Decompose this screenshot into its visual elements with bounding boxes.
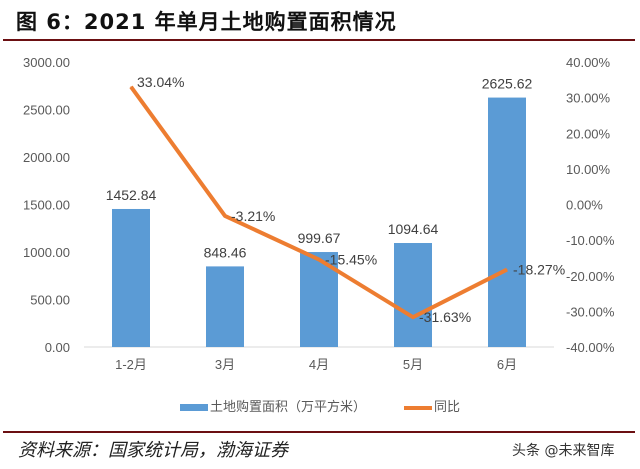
watermark: 头条 @未来智库 bbox=[512, 443, 615, 459]
line-data-label: -3.21% bbox=[231, 208, 275, 224]
line-data-label: -31.63% bbox=[419, 309, 471, 325]
source-divider bbox=[3, 431, 635, 433]
line-point bbox=[130, 86, 132, 88]
legend-label-bar: 土地购置面积（万平方米） bbox=[209, 400, 366, 415]
line-point bbox=[506, 269, 508, 271]
left-axis-tick-label: 3000.00 bbox=[23, 55, 70, 70]
line-point bbox=[412, 316, 414, 318]
bar bbox=[206, 266, 244, 347]
bar bbox=[488, 97, 526, 347]
x-axis-tick-label: 1-2月 bbox=[115, 357, 147, 372]
source-note: 资料来源：国家统计局，渤海证券 bbox=[18, 440, 288, 461]
line-point bbox=[224, 215, 226, 217]
left-axis-tick-label: 2500.00 bbox=[23, 103, 70, 118]
bar-data-label: 999.67 bbox=[298, 230, 341, 246]
left-axis-tick-label: 500.00 bbox=[30, 293, 70, 308]
legend-swatch-line bbox=[404, 405, 432, 410]
right-axis-tick-label: 20.00% bbox=[566, 126, 611, 141]
bar bbox=[112, 208, 150, 347]
x-axis-tick-label: 3月 bbox=[215, 357, 235, 372]
left-axis-tick-label: 0.00 bbox=[45, 340, 70, 355]
right-axis-tick-label: -30.00% bbox=[566, 304, 615, 319]
right-axis-tick-label: -20.00% bbox=[566, 269, 615, 284]
x-axis-tick-label: 5月 bbox=[403, 357, 423, 372]
legend-label-line: 同比 bbox=[434, 400, 461, 415]
legend-swatch-bar bbox=[179, 404, 208, 411]
left-axis-tick-label: 2000.00 bbox=[23, 150, 70, 165]
right-axis-tick-label: 10.00% bbox=[566, 162, 611, 177]
x-axis-tick-label: 6月 bbox=[497, 357, 517, 372]
title-divider bbox=[3, 39, 635, 41]
right-axis-tick-label: -10.00% bbox=[566, 233, 615, 248]
bar-data-label: 1452.84 bbox=[106, 187, 157, 203]
line-data-label: -18.27% bbox=[513, 262, 565, 278]
legend-item-line: 同比 bbox=[404, 396, 460, 415]
bar-data-label: 2625.62 bbox=[482, 76, 533, 92]
bar bbox=[394, 243, 432, 347]
right-axis-tick-label: 40.00% bbox=[566, 55, 611, 70]
legend-item-bar: 土地购置面积（万平方米） bbox=[179, 396, 366, 415]
figure-title: 图 6：2021 年单月土地购置面积情况 bbox=[16, 10, 397, 34]
chart: 0.00 500.00 1000.00 1500.00 2000.00 2500.00 30… bbox=[23, 55, 615, 372]
bar-data-label: 1094.64 bbox=[388, 221, 439, 237]
right-axis-tick-label: 0.00% bbox=[566, 198, 603, 213]
line-data-label: 33.04% bbox=[137, 74, 184, 90]
bar-data-label: 848.46 bbox=[204, 244, 247, 260]
line-data-label: -15.45% bbox=[325, 252, 377, 268]
right-axis-tick-label: 30.00% bbox=[566, 91, 611, 106]
line-point bbox=[318, 259, 320, 261]
right-axis-tick-label: -40.00% bbox=[566, 340, 615, 355]
left-axis-tick-label: 1500.00 bbox=[23, 198, 70, 213]
legend: 土地购置面积（万平方米） 同比 bbox=[0, 396, 640, 415]
x-axis-tick-label: 4月 bbox=[309, 357, 329, 372]
left-axis-tick-label: 1000.00 bbox=[23, 245, 70, 260]
